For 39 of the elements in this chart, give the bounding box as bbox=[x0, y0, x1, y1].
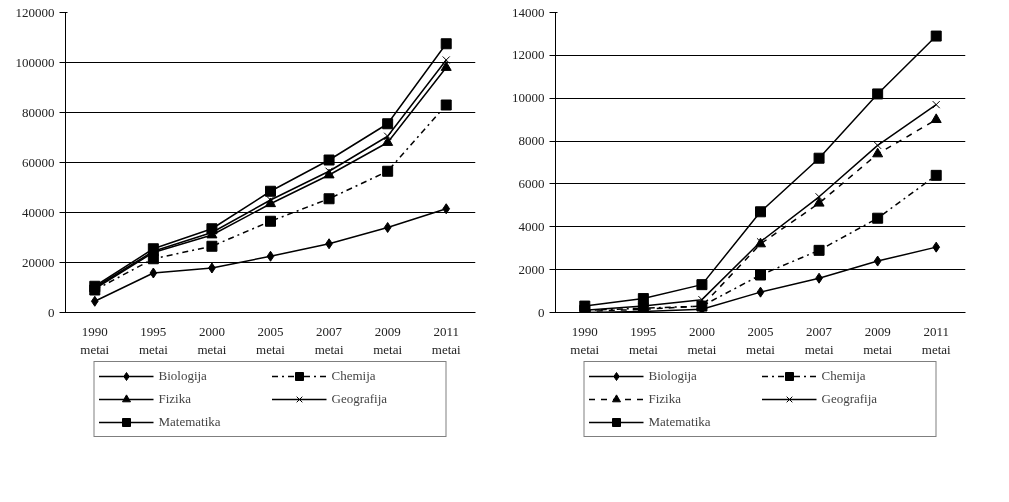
x-tick-label: 2000 metai bbox=[687, 323, 717, 357]
legend-label: Chemija bbox=[821, 368, 867, 384]
y-tick-label: 40000 bbox=[22, 204, 55, 220]
y-tick-label: 2000 bbox=[518, 261, 545, 277]
x-tick-label: 2005 metai bbox=[746, 323, 776, 357]
y-tick-label: 100000 bbox=[15, 54, 55, 70]
x-tick-label: 2000 metai bbox=[197, 323, 227, 357]
y-tick-label: 12000 bbox=[512, 47, 545, 63]
legend-label: Biologija bbox=[158, 368, 208, 384]
y-tick-label: 80000 bbox=[22, 104, 55, 120]
y-tick-label: 0 bbox=[48, 304, 55, 320]
legend-label: Fizika bbox=[158, 391, 192, 407]
x-tick-label: 2009 metai bbox=[863, 323, 893, 357]
legend-label: Biologija bbox=[648, 368, 698, 384]
legend-label: Matematika bbox=[158, 414, 222, 430]
x-tick-label: 2011 metai bbox=[921, 323, 952, 357]
x-tick-label: 1990 metai bbox=[570, 323, 600, 357]
x-tick-label: 2007 metai bbox=[314, 323, 344, 357]
legend-label: Chemija bbox=[331, 368, 377, 384]
x-tick-label: 1995 metai bbox=[628, 323, 659, 357]
y-tick-label: 120000 bbox=[15, 4, 55, 20]
y-tick-label: 6000 bbox=[518, 175, 545, 191]
legend-label: Geografija bbox=[821, 391, 879, 407]
y-tick-label: 10000 bbox=[512, 90, 545, 106]
y-tick-label: 60000 bbox=[22, 154, 55, 170]
legend-label: Fizika bbox=[648, 391, 682, 407]
y-tick-label: 4000 bbox=[518, 218, 545, 234]
legend-label: Geografija bbox=[331, 391, 389, 407]
x-tick-label: 1995 metai bbox=[138, 323, 169, 357]
x-tick-label: 2005 metai bbox=[256, 323, 286, 357]
y-tick-label: 0 bbox=[538, 304, 545, 320]
x-tick-label: 2007 metai bbox=[804, 323, 834, 357]
x-tick-label: 1990 metai bbox=[80, 323, 110, 357]
legend-label: Matematika bbox=[648, 414, 712, 430]
y-tick-label: 8000 bbox=[518, 133, 545, 149]
x-tick-label: 2009 metai bbox=[373, 323, 403, 357]
y-tick-label: 20000 bbox=[22, 254, 55, 270]
x-tick-label: 2011 metai bbox=[431, 323, 462, 357]
y-tick-label: 14000 bbox=[512, 4, 545, 20]
